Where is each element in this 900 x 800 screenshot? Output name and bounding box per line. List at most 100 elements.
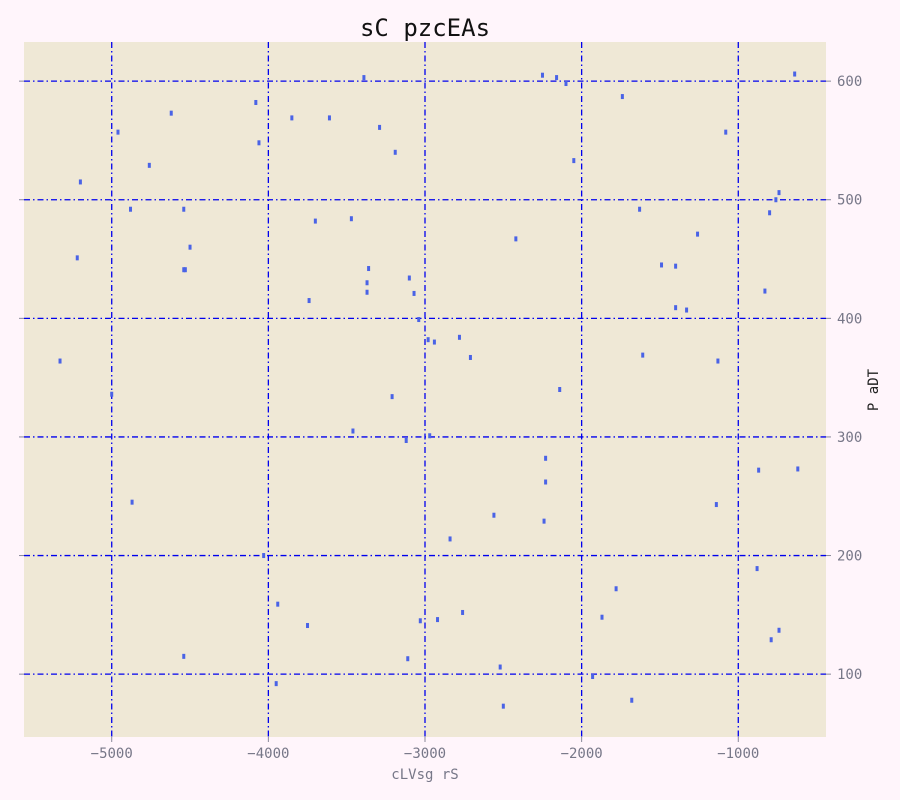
- data-point: [716, 358, 720, 364]
- data-point: [768, 210, 772, 216]
- data-point: [591, 674, 595, 680]
- data-point: [757, 467, 761, 473]
- data-point: [412, 290, 416, 296]
- data-point: [436, 617, 440, 623]
- data-point: [110, 391, 114, 397]
- data-point: [638, 206, 642, 212]
- data-point: [378, 124, 382, 130]
- data-point: [351, 428, 355, 434]
- data-point: [393, 149, 397, 155]
- data-point: [307, 298, 311, 304]
- data-point: [426, 337, 430, 343]
- data-point: [724, 129, 728, 135]
- chart-title: sC pzcEAs: [360, 14, 490, 42]
- data-point: [130, 499, 134, 505]
- data-point: [796, 466, 800, 472]
- x-tick-label: −5000: [91, 746, 133, 762]
- data-point: [428, 433, 432, 439]
- data-point: [257, 140, 261, 146]
- data-point: [461, 609, 465, 615]
- y-axis-label: P aDT: [866, 368, 882, 411]
- data-point: [406, 656, 410, 662]
- data-point: [660, 262, 664, 268]
- y-tick-label: 200: [837, 549, 862, 565]
- data-point: [674, 263, 678, 269]
- axis-ticks: −5000 −4000 −3000 −2000 −1000 100 200 300 400 500…: [19, 74, 862, 762]
- data-point: [349, 216, 353, 222]
- data-point: [777, 627, 781, 633]
- data-point: [457, 334, 461, 340]
- data-point: [306, 623, 310, 629]
- data-point: [614, 586, 618, 592]
- data-point: [641, 352, 645, 358]
- data-point: [254, 99, 258, 105]
- data-point: [501, 703, 505, 709]
- data-point: [290, 115, 294, 121]
- data-points: [58, 71, 800, 709]
- x-tick-label: −3000: [404, 746, 446, 762]
- data-point: [492, 512, 496, 518]
- data-point: [542, 518, 546, 524]
- data-point: [555, 75, 559, 81]
- data-point: [714, 502, 718, 508]
- y-tick-label: 100: [837, 667, 862, 683]
- data-point: [755, 566, 759, 572]
- data-point: [774, 197, 778, 203]
- data-point: [182, 653, 186, 659]
- data-point: [182, 206, 186, 212]
- data-point: [448, 536, 452, 542]
- data-point: [544, 455, 548, 461]
- data-point: [58, 358, 62, 364]
- data-point: [188, 244, 192, 250]
- data-point: [564, 81, 568, 87]
- data-point: [763, 288, 767, 294]
- data-point: [116, 129, 120, 135]
- data-point: [407, 275, 411, 281]
- data-point: [367, 266, 371, 272]
- grid-lines: [24, 42, 826, 737]
- data-point: [630, 697, 634, 703]
- data-point: [147, 162, 151, 168]
- data-point: [540, 72, 544, 78]
- x-tick-label: −4000: [247, 746, 289, 762]
- x-axis-label: cLVsg rS: [391, 767, 458, 783]
- data-point: [468, 354, 472, 360]
- data-point: [404, 437, 408, 443]
- data-point: [183, 267, 187, 273]
- data-point: [432, 339, 436, 345]
- data-point: [169, 110, 173, 116]
- y-tick-label: 500: [837, 193, 862, 209]
- x-tick-label: −2000: [561, 746, 603, 762]
- y-tick-label: 600: [837, 74, 862, 90]
- data-point: [313, 218, 317, 224]
- y-tick-label: 400: [837, 311, 862, 327]
- y-tick-label: 300: [837, 430, 862, 446]
- data-point: [182, 267, 186, 273]
- data-point: [514, 236, 518, 242]
- data-point: [674, 305, 678, 311]
- data-point: [696, 231, 700, 237]
- data-point: [390, 394, 394, 400]
- data-point: [620, 94, 624, 100]
- data-point: [276, 601, 280, 607]
- data-point: [362, 75, 366, 81]
- data-point: [793, 71, 797, 77]
- data-point: [75, 255, 79, 261]
- data-point: [365, 289, 369, 295]
- data-point: [78, 179, 82, 185]
- data-point: [365, 280, 369, 286]
- data-point: [417, 317, 421, 323]
- data-point: [769, 637, 773, 643]
- data-point: [685, 307, 689, 313]
- data-point: [327, 115, 331, 121]
- data-point: [544, 479, 548, 485]
- data-point: [777, 190, 781, 196]
- data-point: [572, 158, 576, 164]
- data-point: [129, 206, 133, 212]
- x-tick-label: −1000: [717, 746, 759, 762]
- data-point: [274, 681, 278, 687]
- data-point: [498, 664, 502, 670]
- data-point: [418, 618, 422, 624]
- data-point: [262, 553, 266, 559]
